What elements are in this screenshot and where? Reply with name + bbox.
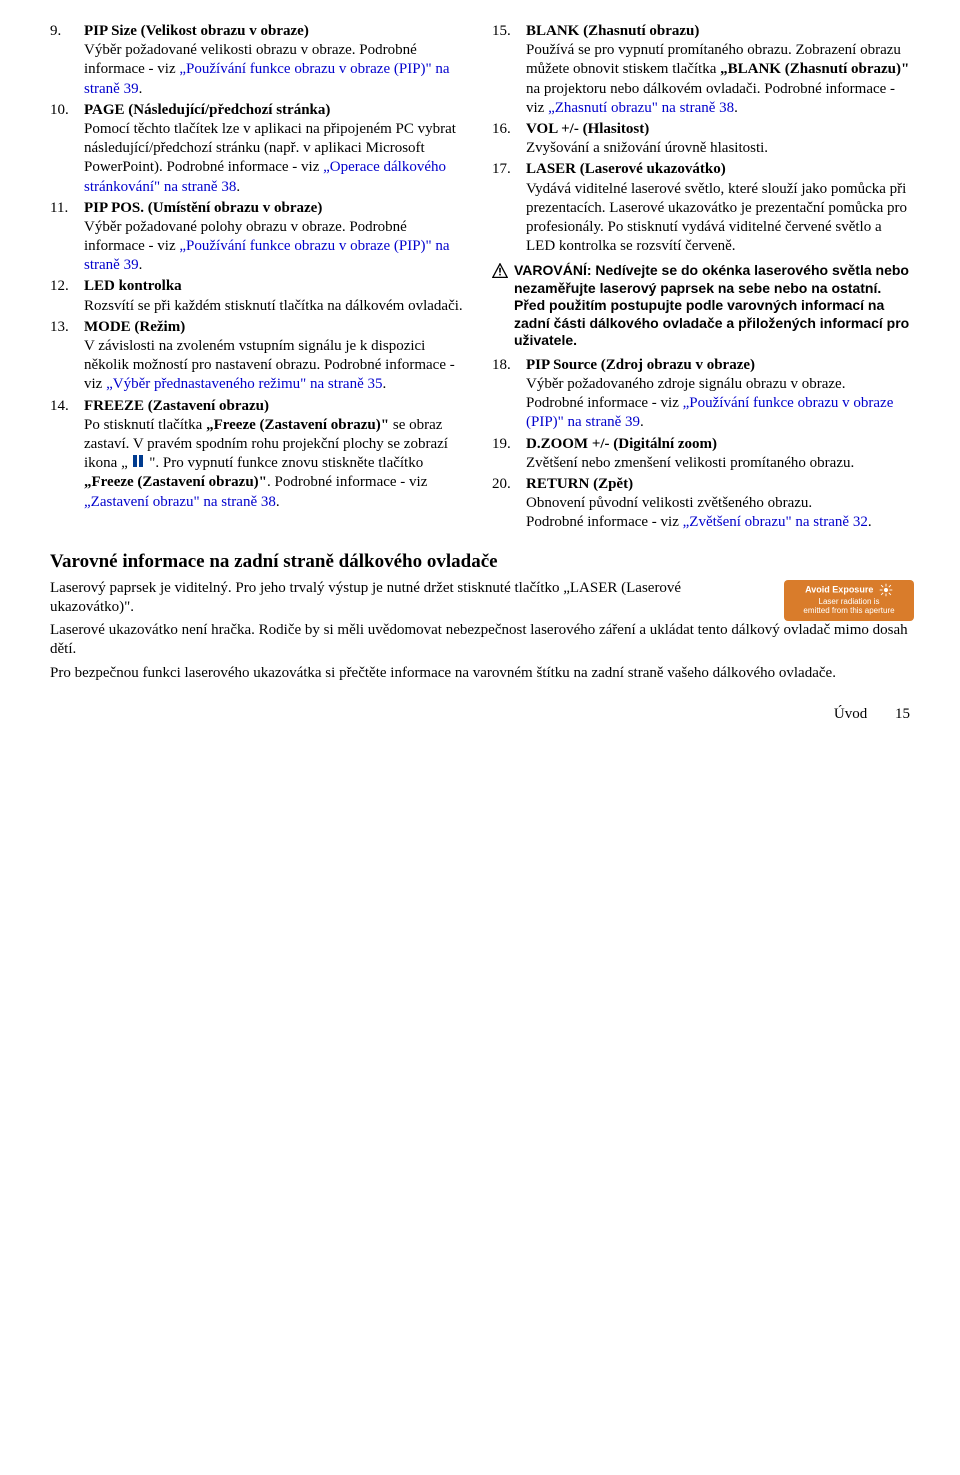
title: FREEZE (Zastavení obrazu) bbox=[84, 398, 269, 414]
body: Rozsvítí se při každém stisknutí tlačítk… bbox=[84, 298, 463, 314]
item-18: 18. PIP Source (Zdroj obrazu v obraze) V… bbox=[492, 356, 910, 433]
item-16: 16. VOL +/- (Hlasitost) Zvyšování a sniž… bbox=[492, 120, 910, 158]
title: PIP POS. (Umístění obrazu v obraze) bbox=[84, 200, 322, 216]
title: RETURN (Zpět) bbox=[526, 476, 633, 492]
after-icon: ". Pro vypnutí funkce znovu stiskněte tl… bbox=[145, 455, 423, 471]
bottom-p1: Laserový paprsek je viditelný. Pro jeho … bbox=[50, 579, 690, 617]
right-list-2: 18. PIP Source (Zdroj obrazu v obraze) V… bbox=[492, 356, 910, 533]
num: 15. bbox=[492, 22, 511, 41]
after2: . Podrobné informace - viz bbox=[267, 474, 427, 490]
body-end: . bbox=[139, 257, 143, 273]
item-19: 19. D.ZOOM +/- (Digitální zoom) Zvětšení… bbox=[492, 435, 910, 473]
warning-text: VAROVÁNÍ: Nedívejte se do okénka laserov… bbox=[514, 262, 910, 350]
item-15: 15. BLANK (Zhasnutí obrazu) Používá se p… bbox=[492, 22, 910, 118]
title: VOL +/- (Hlasitost) bbox=[526, 121, 649, 137]
laser-sticker: Avoid Exposure Laser radiation is emitte… bbox=[784, 580, 914, 621]
bottom-section: Varovné informace na zadní straně dálkov… bbox=[50, 550, 910, 682]
item-10: 10. PAGE (Následující/předchozí stránka)… bbox=[50, 101, 468, 197]
body-a: Obnovení původní velikosti zvětšeného ob… bbox=[526, 495, 812, 511]
link[interactable]: „Zhasnutí obrazu" na straně 38 bbox=[548, 100, 734, 116]
body: Vydává viditelné laserové světlo, které … bbox=[526, 181, 907, 255]
sticker-line1: Avoid Exposure bbox=[805, 585, 873, 595]
warning-icon bbox=[492, 263, 508, 279]
page-number: 15 bbox=[895, 706, 910, 722]
num: 11. bbox=[50, 199, 68, 218]
num: 20. bbox=[492, 475, 511, 494]
end: . bbox=[276, 494, 280, 510]
num: 10. bbox=[50, 101, 69, 120]
left-list: 9. PIP Size (Velikost obrazu v obraze) V… bbox=[50, 22, 468, 512]
sun-icon bbox=[879, 583, 893, 597]
num: 13. bbox=[50, 318, 69, 337]
warning-block: VAROVÁNÍ: Nedívejte se do okénka laserov… bbox=[492, 262, 910, 350]
num: 12. bbox=[50, 277, 69, 296]
bold2: „Freeze (Zastavení obrazu)" bbox=[84, 474, 267, 490]
item-14: 14. FREEZE (Zastavení obrazu) Po stisknu… bbox=[50, 397, 468, 512]
body: Zvyšování a snižování úrovně hlasitosti. bbox=[526, 140, 768, 156]
link[interactable]: „Zvětšení obrazu" na straně 32 bbox=[683, 514, 868, 530]
end: . bbox=[868, 514, 872, 530]
body-b: Podrobné informace - viz bbox=[526, 395, 683, 411]
num: 17. bbox=[492, 160, 511, 179]
num: 14. bbox=[50, 397, 69, 416]
item-13: 13. MODE (Režim) V závislosti na zvolené… bbox=[50, 318, 468, 395]
sticker-line3: emitted from this aperture bbox=[788, 607, 910, 616]
title: BLANK (Zhasnutí obrazu) bbox=[526, 23, 699, 39]
title: MODE (Režim) bbox=[84, 319, 185, 335]
body-a: Po stisknutí tlačítka bbox=[84, 417, 206, 433]
bottom-p3: Pro bezpečnou funkci laserového ukazovát… bbox=[50, 664, 910, 683]
link[interactable]: „Zastavení obrazu" na straně 38 bbox=[84, 494, 276, 510]
title: PIP Size (Velikost obrazu v obraze) bbox=[84, 23, 309, 39]
link[interactable]: „Výběr přednastaveného režimu" na straně… bbox=[106, 376, 382, 392]
title: LED kontrolka bbox=[84, 278, 182, 294]
item-20: 20. RETURN (Zpět) Obnovení původní velik… bbox=[492, 475, 910, 533]
num: 19. bbox=[492, 435, 511, 454]
footer-label: Úvod bbox=[834, 706, 867, 722]
pause-icon bbox=[131, 454, 145, 468]
body: Zvětšení nebo zmenšení velikosti promíta… bbox=[526, 455, 854, 471]
end: . bbox=[640, 414, 644, 430]
bold1: „Freeze (Zastavení obrazu)" bbox=[206, 417, 389, 433]
title: D.ZOOM +/- (Digitální zoom) bbox=[526, 436, 717, 452]
body-b: Podrobné informace - viz bbox=[526, 514, 683, 530]
num: 18. bbox=[492, 356, 511, 375]
left-column: 9. PIP Size (Velikost obrazu v obraze) V… bbox=[50, 22, 468, 534]
right-column: 15. BLANK (Zhasnutí obrazu) Používá se p… bbox=[492, 22, 910, 534]
right-list: 15. BLANK (Zhasnutí obrazu) Používá se p… bbox=[492, 22, 910, 256]
item-12: 12. LED kontrolka Rozsvítí se při každém… bbox=[50, 277, 468, 315]
page-footer: Úvod 15 bbox=[50, 705, 910, 724]
title: LASER (Laserové ukazovátko) bbox=[526, 161, 726, 177]
item-17: 17. LASER (Laserové ukazovátko) Vydává v… bbox=[492, 160, 910, 256]
item-11: 11. PIP POS. (Umístění obrazu v obraze) … bbox=[50, 199, 468, 276]
end: . bbox=[734, 100, 738, 116]
title: PAGE (Následující/předchozí stránka) bbox=[84, 102, 330, 118]
title: PIP Source (Zdroj obrazu v obraze) bbox=[526, 357, 755, 373]
body-a: Výběr požadovaného zdroje signálu obrazu… bbox=[526, 376, 845, 392]
body-end: . bbox=[236, 179, 240, 195]
bold: „BLANK (Zhasnutí obrazu)" bbox=[720, 61, 909, 77]
section-heading: Varovné informace na zadní straně dálkov… bbox=[50, 550, 910, 574]
item-9: 9. PIP Size (Velikost obrazu v obraze) V… bbox=[50, 22, 468, 99]
bottom-p2: Laserové ukazovátko není hračka. Rodiče … bbox=[50, 621, 910, 659]
body-end: . bbox=[383, 376, 387, 392]
num: 16. bbox=[492, 120, 511, 139]
body-end: . bbox=[139, 81, 143, 97]
num: 9. bbox=[50, 22, 61, 41]
